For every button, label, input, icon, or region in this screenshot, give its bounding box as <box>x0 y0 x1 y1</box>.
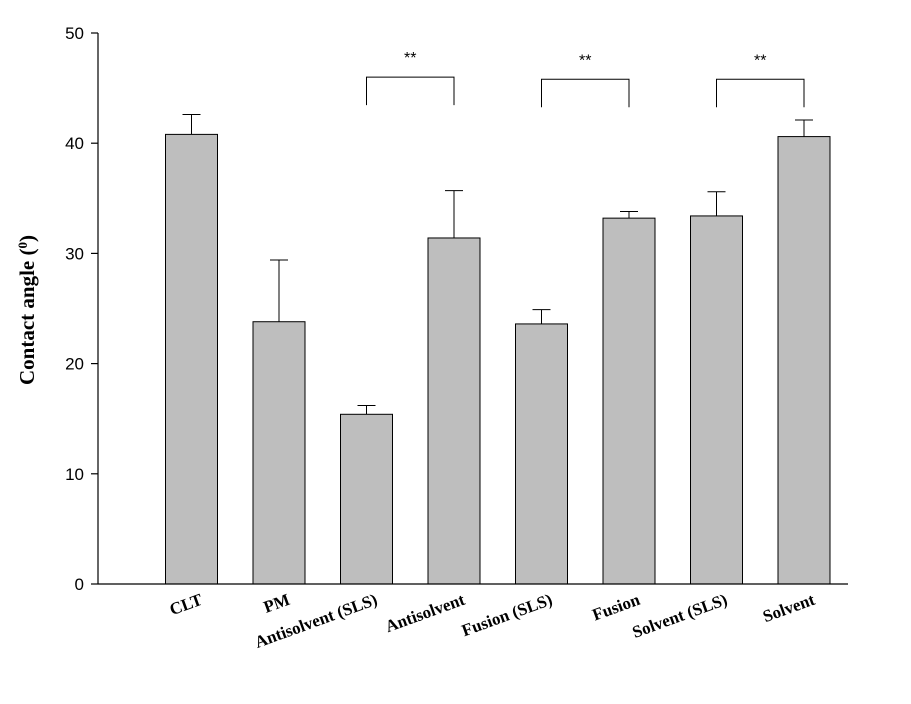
significance-label: ** <box>404 50 416 67</box>
significance-brackets: ** ** ** <box>366 50 805 108</box>
x-tick-label: CLT <box>167 590 205 620</box>
y-tick-label: 40 <box>65 134 84 153</box>
significance-label: ** <box>579 52 591 69</box>
x-tick-label: PM <box>261 590 292 617</box>
x-tick-label: Solvent <box>760 590 817 626</box>
bar <box>340 413 393 585</box>
y-tick-label: 0 <box>75 575 84 594</box>
x-tick-label: Solvent (SLS) <box>630 590 730 642</box>
y-axis-label-end: ) <box>15 235 39 242</box>
x-tick-label: Antisolvent <box>383 590 468 636</box>
y-tick-label: 10 <box>65 465 84 484</box>
x-tick-label: Fusion (SLS) <box>459 590 555 640</box>
significance-bracket <box>366 76 455 106</box>
bar <box>777 136 831 585</box>
y-tick-label: 30 <box>65 244 84 263</box>
bar <box>690 215 743 585</box>
error-bars <box>182 114 813 415</box>
x-tick-label: Fusion <box>590 590 643 625</box>
y-axis-label-superscript: 0 <box>15 242 30 249</box>
significance-bracket <box>716 78 805 108</box>
y-axis-label-main: Contact angle ( <box>15 249 39 385</box>
y-tick-label: 50 <box>65 24 84 43</box>
bar <box>252 321 306 585</box>
y-axis-label: Contact angle (0) <box>15 235 40 385</box>
bars <box>165 133 831 585</box>
y-axis: 0 10 20 30 40 50 <box>65 24 99 594</box>
significance-bracket <box>541 78 630 108</box>
bar <box>602 217 656 585</box>
significance-label: ** <box>754 52 766 69</box>
y-tick-label: 20 <box>65 355 84 374</box>
bar <box>515 323 568 585</box>
bar <box>427 237 481 585</box>
bar <box>165 133 218 585</box>
